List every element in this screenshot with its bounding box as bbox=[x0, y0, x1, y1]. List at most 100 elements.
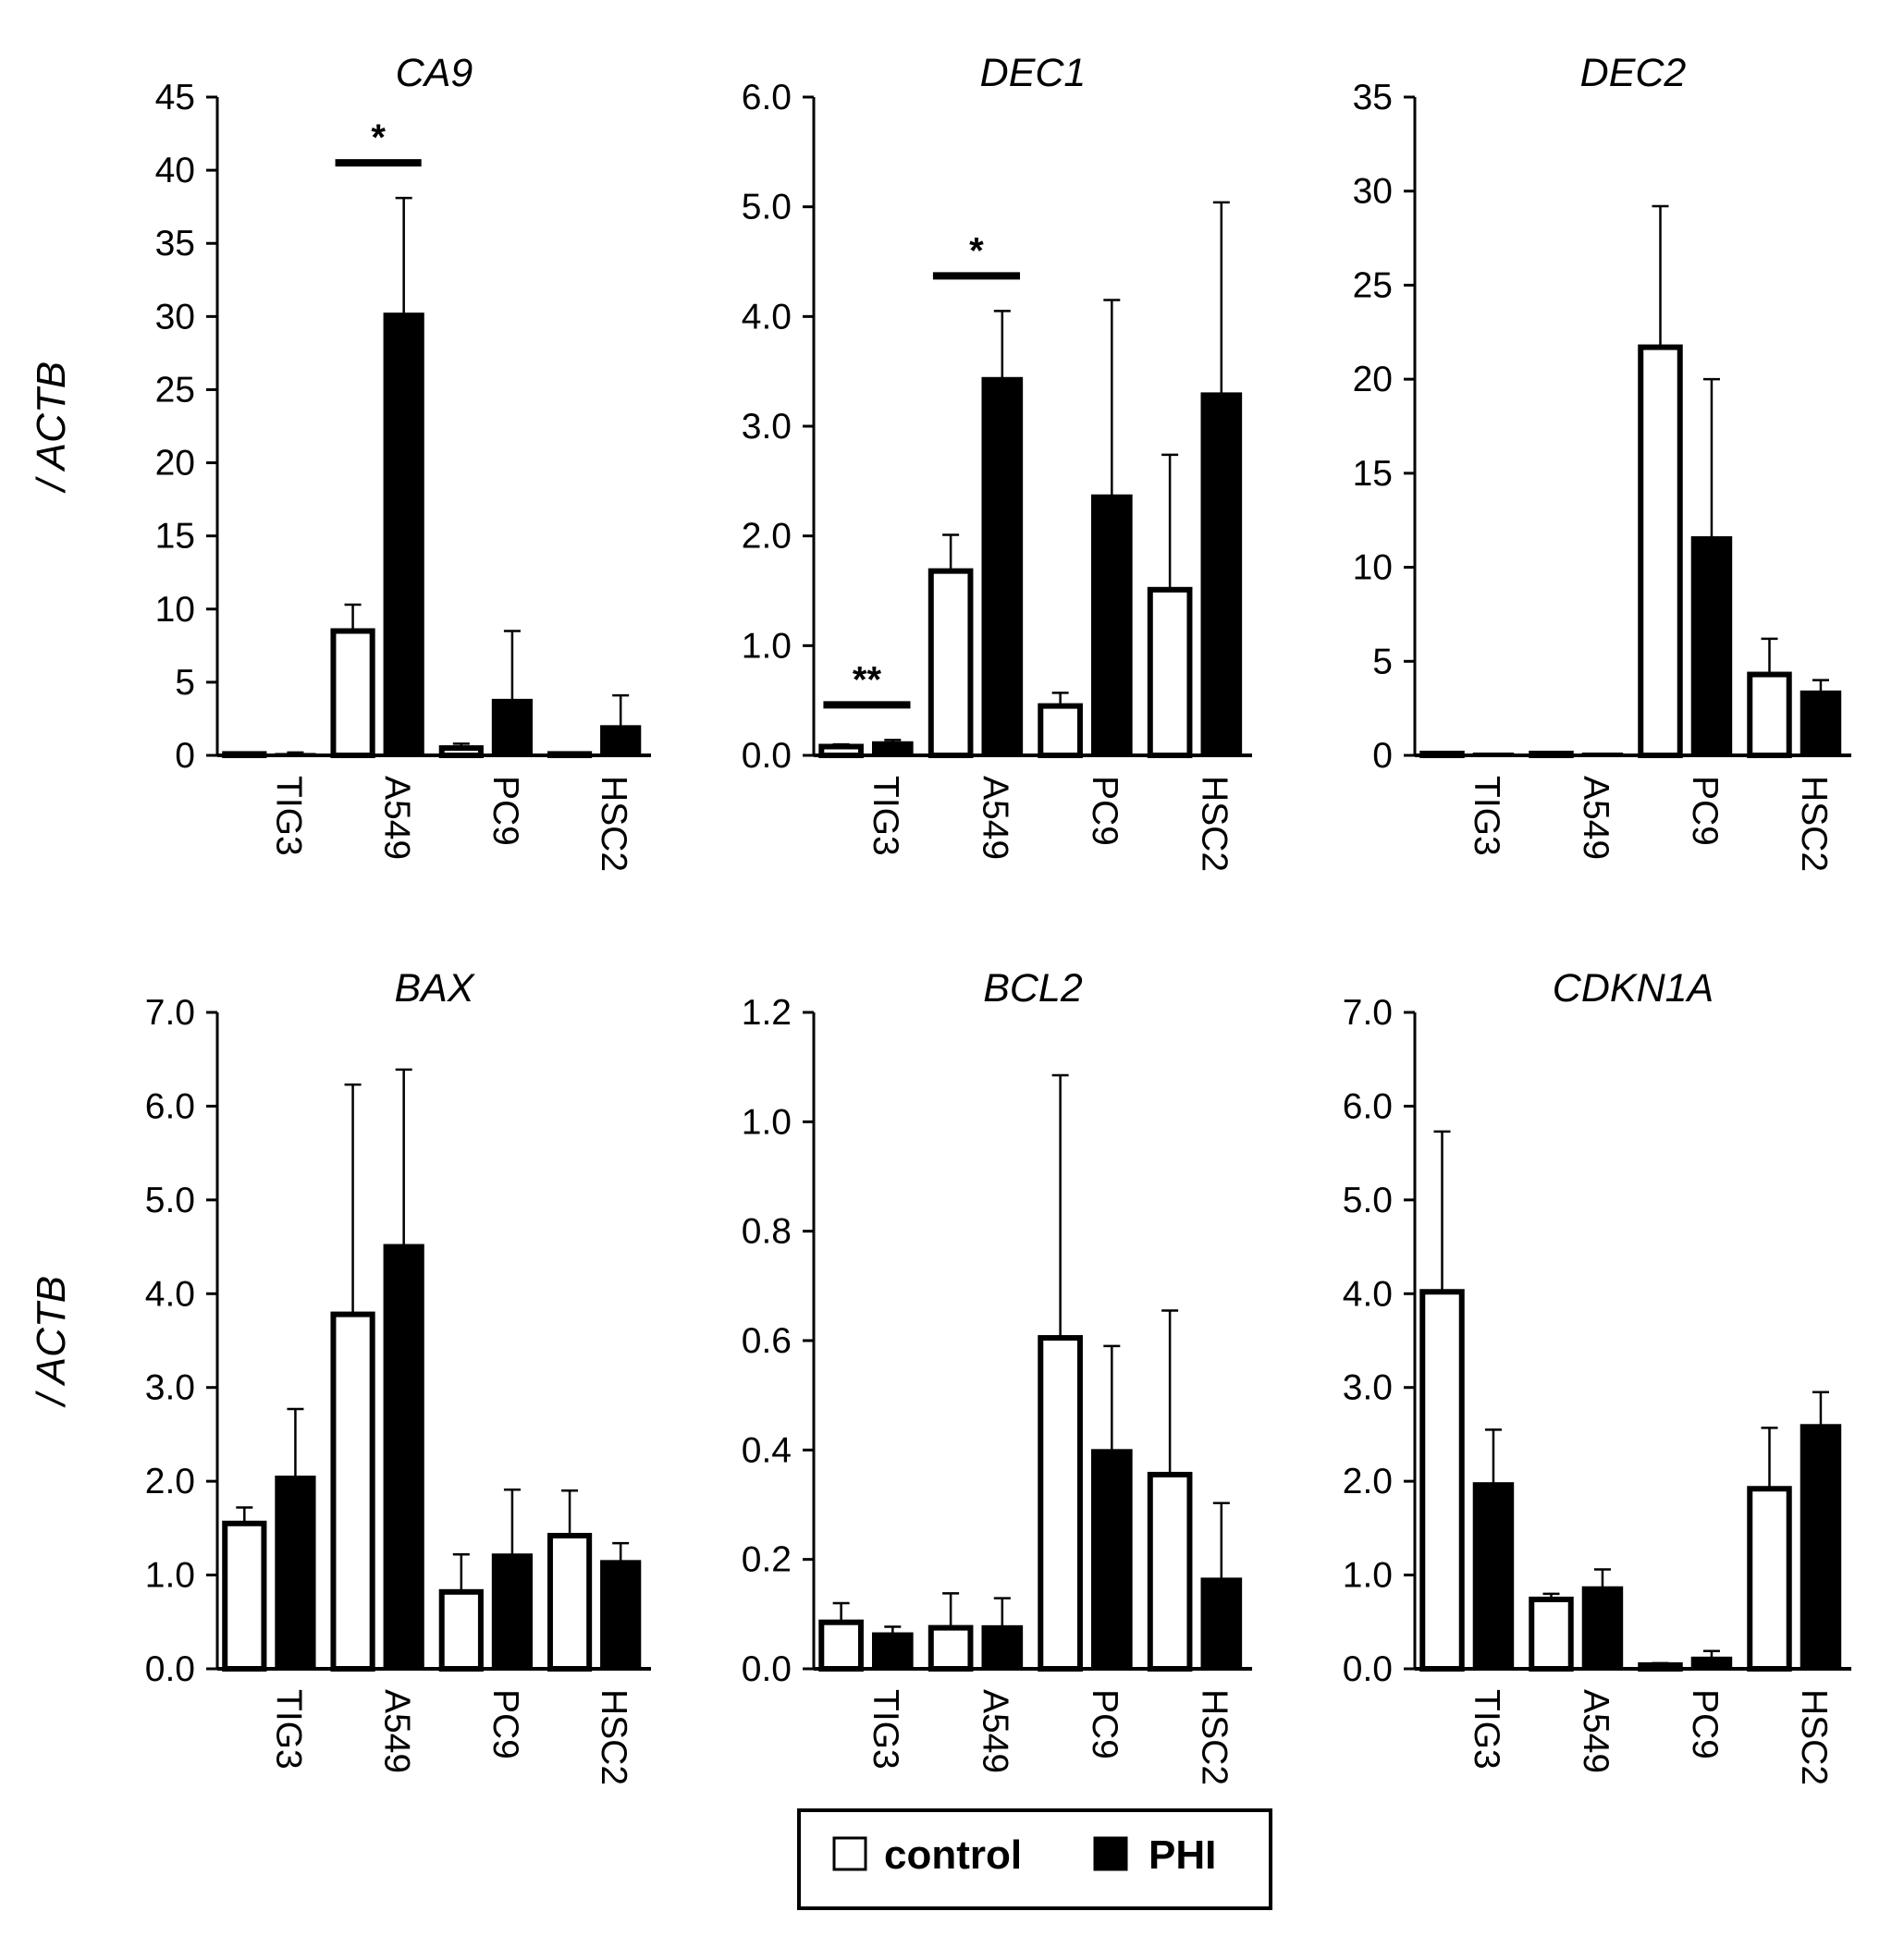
category-label-hsc2: HSC2 bbox=[594, 776, 633, 872]
y-tick-label: 1.0 bbox=[742, 1102, 792, 1142]
bar-phi-a549 bbox=[981, 376, 1024, 756]
y-tick-label: 0.2 bbox=[742, 1540, 792, 1580]
y-tick-label: 5.0 bbox=[145, 1181, 195, 1220]
category-label-tig3: TIG3 bbox=[268, 1689, 308, 1770]
y-tick-label: 30 bbox=[1353, 172, 1393, 212]
bar-control-a549 bbox=[330, 628, 375, 758]
y-tick-label: 3.0 bbox=[145, 1368, 195, 1408]
category-label-hsc2: HSC2 bbox=[594, 1689, 633, 1785]
y-tick-label: 5.0 bbox=[742, 188, 792, 227]
category-label-a549: A549 bbox=[377, 776, 417, 860]
category-label-pc9: PC9 bbox=[1685, 776, 1725, 846]
y-tick-label: 1.0 bbox=[742, 626, 792, 666]
y-tick-label: 6.0 bbox=[1343, 1086, 1393, 1126]
y-tick-label: 25 bbox=[1353, 265, 1393, 305]
category-label-hsc2: HSC2 bbox=[1794, 776, 1834, 872]
category-label-tig3: TIG3 bbox=[866, 1689, 905, 1770]
category-label-a549: A549 bbox=[976, 1689, 1015, 1773]
bar-phi-tig3 bbox=[275, 1476, 316, 1670]
panel-title: CA9 bbox=[396, 51, 473, 95]
y-tick-label: 7.0 bbox=[145, 993, 195, 1033]
legend-label-phi: PHI bbox=[1149, 1832, 1216, 1878]
y-tick-label: 2.0 bbox=[742, 517, 792, 557]
bar-control-a549 bbox=[927, 568, 974, 759]
significance-label-a549: * bbox=[969, 230, 984, 271]
bar-phi-tig3 bbox=[871, 1632, 914, 1670]
category-label-a549: A549 bbox=[976, 776, 1015, 860]
bar-control-tig3 bbox=[1419, 1289, 1465, 1673]
panel-title: DEC1 bbox=[980, 51, 1087, 95]
bar-control-hsc2 bbox=[547, 1532, 593, 1672]
bar-control-hsc2 bbox=[1747, 1486, 1792, 1673]
y-tick-label: 35 bbox=[1353, 78, 1393, 117]
y-tick-label: 4.0 bbox=[742, 297, 792, 337]
bar-phi-a549 bbox=[383, 312, 424, 756]
bar-phi-hsc2 bbox=[1200, 1577, 1243, 1670]
bar-phi-hsc2 bbox=[600, 1560, 642, 1671]
bar-control-tig3 bbox=[222, 1520, 267, 1673]
y-tick-label: 6.0 bbox=[145, 1086, 195, 1126]
bar-phi-hsc2 bbox=[600, 725, 642, 756]
bar-control-pc9 bbox=[1638, 344, 1683, 758]
bar-phi-hsc2 bbox=[1800, 690, 1842, 756]
category-label-tig3: TIG3 bbox=[1467, 1689, 1506, 1770]
y-tick-label: 0 bbox=[175, 736, 195, 776]
bar-phi-pc9 bbox=[1090, 494, 1133, 756]
y-tick-label: 1.2 bbox=[742, 993, 792, 1033]
legend-swatch-phi bbox=[1093, 1836, 1128, 1871]
y-tick-label: 5 bbox=[175, 663, 195, 703]
bar-phi-a549 bbox=[981, 1624, 1024, 1670]
bar-control-pc9 bbox=[1038, 1335, 1083, 1672]
category-label-tig3: TIG3 bbox=[1467, 776, 1506, 856]
category-label-pc9: PC9 bbox=[485, 1689, 525, 1759]
bar-phi-pc9 bbox=[491, 1553, 534, 1671]
y-tick-label: 1.0 bbox=[145, 1556, 195, 1596]
panel-title: DEC2 bbox=[1580, 51, 1687, 95]
y-tick-label: 5 bbox=[1372, 642, 1393, 681]
panel-title: BCL2 bbox=[983, 966, 1083, 1011]
y-tick-label: 35 bbox=[155, 224, 195, 263]
y-tick-label: 3.0 bbox=[1343, 1368, 1393, 1408]
y-tick-label: 0.0 bbox=[1343, 1649, 1393, 1689]
category-label-pc9: PC9 bbox=[1685, 1689, 1725, 1759]
bar-phi-tig3 bbox=[871, 741, 914, 757]
y-tick-label: 15 bbox=[155, 517, 195, 557]
y-tick-label: 40 bbox=[155, 151, 195, 190]
bar-control-hsc2 bbox=[1747, 671, 1792, 758]
bar-phi-pc9 bbox=[1090, 1449, 1133, 1671]
bar-phi-a549 bbox=[383, 1244, 424, 1670]
panel-dec2: DEC2 0 5 10 15 20 25 30 35 TIG3 A549 PC9 HSC2 bbox=[1353, 51, 1851, 872]
bar-control-a549 bbox=[927, 1624, 974, 1672]
bar-phi-tig3 bbox=[1472, 1482, 1515, 1670]
y-tick-label: 45 bbox=[155, 78, 195, 117]
bar-phi-hsc2 bbox=[1200, 392, 1243, 756]
category-label-hsc2: HSC2 bbox=[1195, 776, 1235, 872]
y-tick-label: 7.0 bbox=[1343, 993, 1393, 1033]
y-tick-label: 10 bbox=[1353, 548, 1393, 588]
panel-title: CDKN1A bbox=[1553, 966, 1714, 1011]
bar-phi-a549 bbox=[1581, 1586, 1624, 1671]
y-tick-label: 0.6 bbox=[742, 1321, 792, 1361]
panel-cdkn1a: CDKN1A 0.0 1.0 2.0 3.0 4.0 5.0 6.0 7.0 TIG3 A549 PC… bbox=[1343, 966, 1851, 1785]
y-tick-label: 2.0 bbox=[1343, 1462, 1393, 1501]
category-label-tig3: TIG3 bbox=[866, 776, 905, 856]
y-tick-label: 5.0 bbox=[1343, 1181, 1393, 1220]
y-tick-label: 3.0 bbox=[742, 407, 792, 447]
category-label-a549: A549 bbox=[1576, 776, 1615, 860]
y-tick-label: 0.8 bbox=[742, 1212, 792, 1252]
panel-bax: BAX 0.0 1.0 2.0 3.0 4.0 5.0 6.0 7.0 / ACTB TIG3 A54… bbox=[29, 966, 651, 1785]
panel-bcl2: BCL2 0.0 0.2 0.4 0.6 0.8 1.0 1.2 TIG3 A549 PC9 HSC2 bbox=[742, 966, 1252, 1785]
y-tick-label: 2.0 bbox=[145, 1462, 195, 1501]
bar-control-a549 bbox=[330, 1311, 375, 1672]
category-label-tig3: TIG3 bbox=[268, 776, 308, 856]
y-tick-label: 15 bbox=[1353, 454, 1393, 494]
y-tick-label: 0.0 bbox=[742, 736, 792, 776]
legend-frame bbox=[797, 1808, 1272, 1910]
bar-phi-hsc2 bbox=[1800, 1424, 1842, 1671]
bar-control-tig3 bbox=[818, 1619, 864, 1673]
category-label-hsc2: HSC2 bbox=[1794, 1689, 1834, 1785]
bar-control-hsc2 bbox=[1147, 1471, 1193, 1673]
y-tick-label: 10 bbox=[155, 590, 195, 630]
panel-dec1: DEC1 0.0 1.0 2.0 3.0 4.0 5.0 6.0 TIG3 A549 PC9 HSC2… bbox=[742, 51, 1252, 872]
